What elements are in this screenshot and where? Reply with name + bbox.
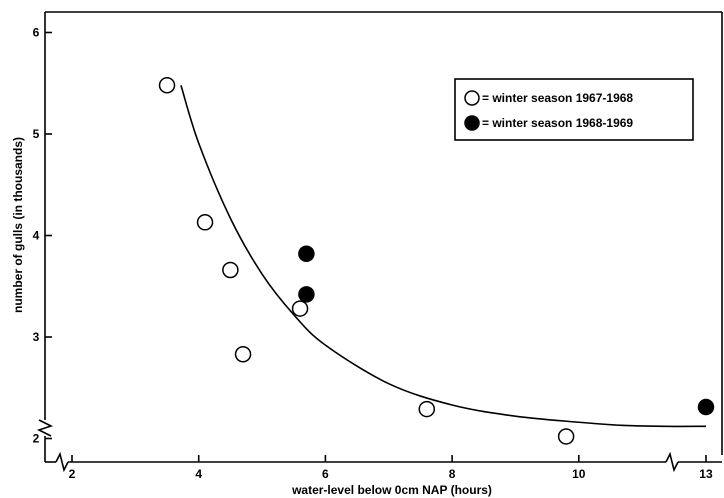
- legend-label-1967-1968: = winter season 1967-1968: [482, 91, 633, 105]
- data-point-1968-1969: [298, 286, 315, 303]
- data-point-1967-1968: [196, 214, 214, 231]
- data-point-1967-1968: [158, 77, 176, 94]
- data-points: [158, 77, 715, 445]
- data-point-1968-1969: [298, 245, 315, 263]
- x-tick-label: 13: [699, 467, 713, 481]
- y-tick-label: 2: [33, 432, 40, 446]
- legend-marker-open-circle: [464, 90, 480, 106]
- y-tick-label: 4: [33, 229, 40, 243]
- data-point-1967-1968: [234, 346, 252, 363]
- x-axis-break-right-zigzag: [665, 451, 679, 473]
- legend-label-1968-1969: = winter season 1968-1969: [482, 116, 633, 130]
- y-axis-break-zigzag: [36, 419, 54, 437]
- data-point-1967-1968: [291, 300, 309, 317]
- legend: = winter season 1967-1968 = winter seaso…: [454, 78, 694, 141]
- x-tick-label: 6: [322, 467, 329, 481]
- x-axis-ticks: 2 4 6 8 10 13: [69, 455, 713, 481]
- data-point-1968-1969: [697, 398, 715, 416]
- x-axis-label: water-level below 0cm NAP (hours): [291, 483, 492, 497]
- y-tick-label: 3: [33, 330, 40, 344]
- data-point-1967-1968: [222, 261, 239, 279]
- y-axis-label: number of gulls (in thousands): [11, 137, 25, 313]
- data-point-1967-1968: [418, 400, 436, 418]
- data-point-1967-1968: [557, 428, 575, 445]
- x-tick-label: 8: [449, 467, 456, 481]
- x-axis-break-left-zigzag: [55, 451, 69, 473]
- legend-box: [454, 78, 694, 141]
- x-tick-label: 4: [195, 467, 202, 481]
- y-axis-ticks: 2 3 4 5 6: [33, 26, 52, 446]
- plot-frame: [36, 11, 723, 473]
- y-tick-label: 6: [33, 26, 40, 40]
- legend-marker-filled-circle: [464, 115, 480, 131]
- fitted-curve: [180, 85, 706, 428]
- x-tick-label: 2: [69, 467, 76, 481]
- y-tick-label: 5: [33, 127, 40, 141]
- x-tick-label: 10: [572, 467, 586, 481]
